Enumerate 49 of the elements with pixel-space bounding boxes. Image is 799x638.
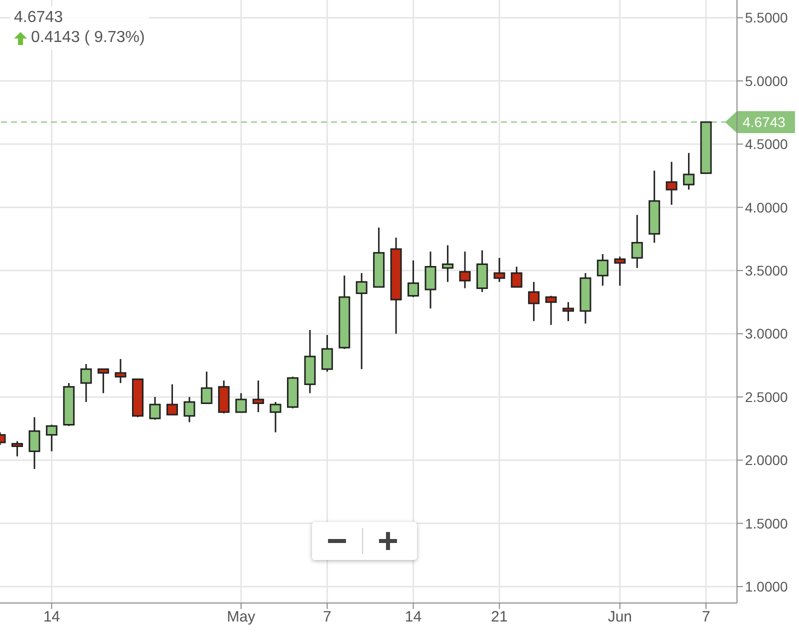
x-tick-label: May: [226, 608, 256, 626]
candlestick: [11, 440, 23, 458]
candlestick: [666, 161, 678, 206]
y-tick-label: 3.0000: [745, 326, 788, 342]
candlestick: [510, 266, 522, 288]
y-tick-label: 5.5000: [745, 10, 788, 26]
y-tick-label: 1.5000: [745, 515, 788, 532]
x-tick-label: Jun: [608, 608, 632, 626]
candlestick: [114, 358, 126, 384]
candlestick: [270, 401, 282, 434]
candlestick: [562, 301, 574, 322]
x-tick-label: 7: [702, 608, 710, 626]
x-tick-label: 7: [323, 608, 332, 626]
y-tick-label: 3.5000: [745, 262, 788, 278]
candlestick: [80, 363, 92, 403]
candlestick: [98, 368, 110, 394]
candlestick: [356, 272, 368, 370]
candlestick: [184, 396, 196, 423]
candlestick: [614, 256, 626, 286]
candlestick: [528, 281, 540, 322]
candlestick: [545, 295, 557, 326]
y-tick-label: 2.5000: [745, 388, 788, 405]
candlestick: [631, 214, 643, 269]
candlestick: [46, 424, 58, 452]
candlestick: [166, 384, 178, 416]
candlestick: [596, 253, 608, 286]
candlestick: [683, 152, 695, 190]
candlestick: [252, 380, 264, 413]
x-tick-label: 21: [491, 608, 508, 626]
y-tick-label: 1.0000: [745, 578, 788, 595]
y-tick-label: 4.5000: [745, 136, 788, 152]
candlestick: [459, 250, 471, 289]
candlestick: [149, 396, 161, 420]
candlestick: [424, 250, 436, 310]
ref-line-label: 4.6743: [742, 114, 786, 130]
y-tick-label: 5.0000: [745, 72, 788, 89]
candlestick: [442, 244, 454, 283]
annotation: 0.4143 ( 9.73%): [31, 28, 145, 48]
candlestick: [28, 416, 40, 470]
annotation: 4.6743: [14, 8, 64, 28]
y-tick-label: 2.0000: [745, 452, 788, 468]
candlestick: [200, 370, 212, 404]
y-tick-label: 4.0000: [745, 199, 788, 216]
candlestick: [321, 334, 333, 372]
candlestick: [235, 392, 247, 413]
candlestick: [408, 260, 420, 298]
candlestick: [494, 257, 506, 283]
x-tick-label: 14: [43, 608, 60, 626]
x-tick-label: 14: [404, 608, 422, 626]
